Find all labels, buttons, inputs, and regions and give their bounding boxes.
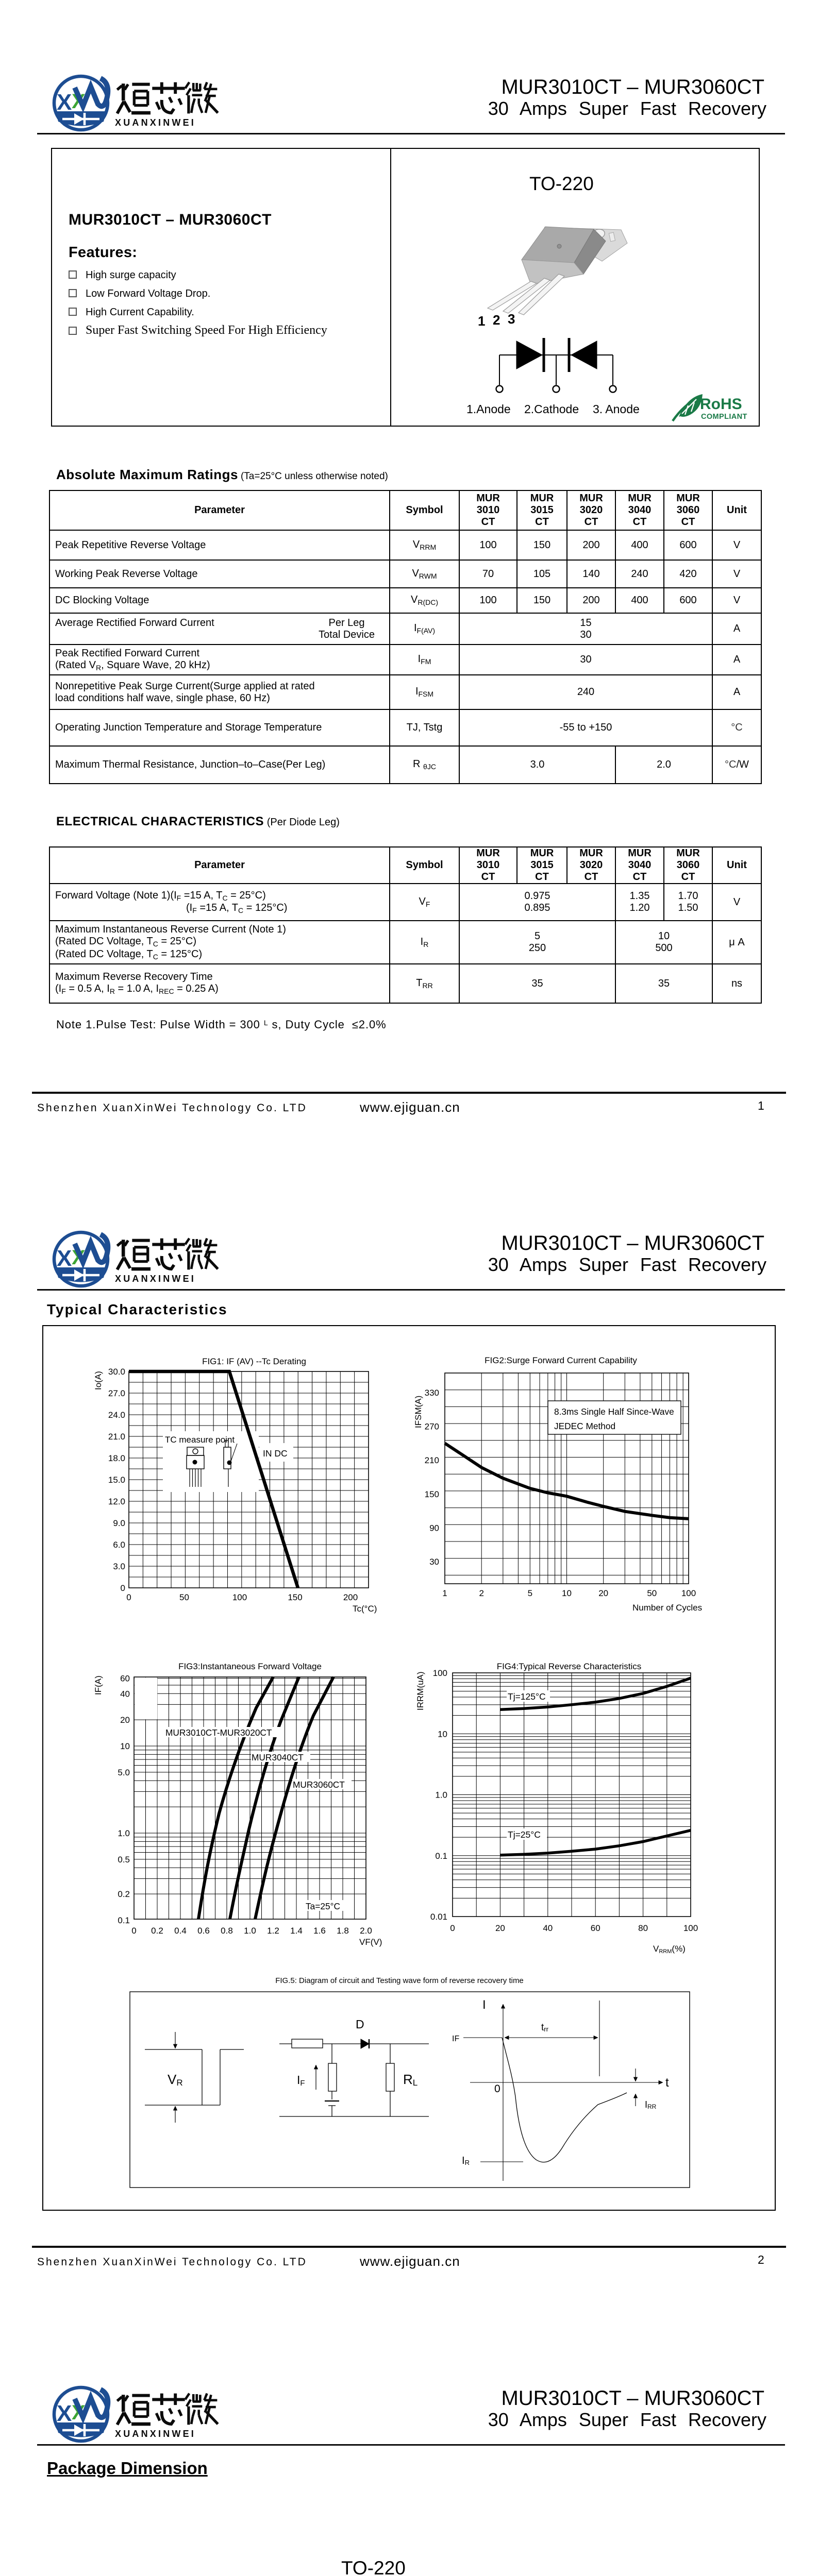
svg-text:X: X [72, 1246, 86, 1269]
svg-text:X: X [57, 90, 72, 115]
svg-text:X: X [57, 1246, 72, 1271]
svg-text:XUANXINWEI: XUANXINWEI [115, 117, 196, 128]
svg-text:XUANXINWEI: XUANXINWEI [115, 1274, 196, 1284]
svg-text:XUANXINWEI: XUANXINWEI [115, 2429, 196, 2439]
svg-text:X: X [72, 2401, 86, 2424]
svg-text:X: X [72, 90, 86, 113]
svg-text:X: X [57, 2401, 72, 2426]
